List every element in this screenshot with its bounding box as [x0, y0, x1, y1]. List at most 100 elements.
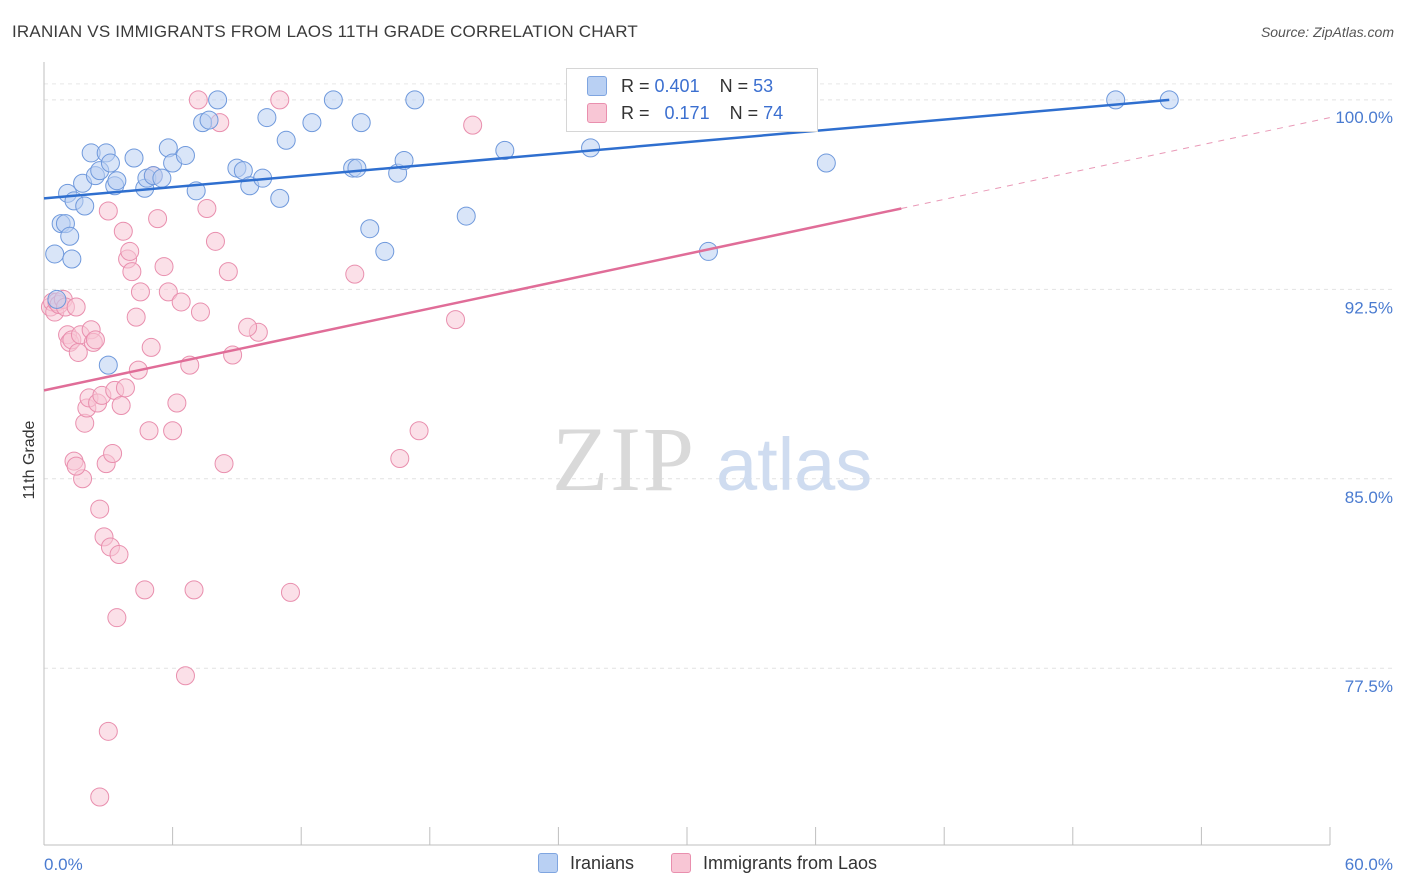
legend-n-value: 74 [763, 102, 784, 123]
data-point-iranian [456, 206, 476, 226]
data-point-iranian [581, 138, 601, 158]
data-point-laos [90, 787, 110, 807]
data-point-iranian [124, 148, 144, 168]
data-point-laos [163, 421, 183, 441]
data-point-iranian [75, 196, 95, 216]
data-point-laos [154, 257, 174, 277]
data-point-laos [345, 264, 365, 284]
data-point-laos [130, 282, 150, 302]
x-tick-label: 0.0% [44, 855, 83, 874]
data-point-laos [139, 421, 159, 441]
data-point-laos [197, 198, 217, 218]
data-point-laos [122, 262, 142, 282]
data-point-iranian [276, 130, 296, 150]
data-point-laos [98, 201, 118, 221]
data-point-laos [167, 393, 187, 413]
data-point-iranian [360, 219, 380, 239]
data-point-iranian [107, 171, 127, 191]
data-point-iranian [47, 289, 67, 309]
trend-lines [43, 98, 1331, 392]
x-tick-label: 60.0% [1345, 855, 1393, 874]
data-point-laos [120, 241, 140, 261]
y-tick-label: 85.0% [1345, 488, 1393, 507]
data-point-iranian [199, 110, 219, 130]
watermark: ZIP atlas [552, 408, 872, 510]
data-point-laos [184, 580, 204, 600]
y-tick-label: 77.5% [1345, 677, 1393, 696]
legend-r-value: 0.171 [664, 102, 710, 123]
data-point-laos [280, 582, 300, 602]
trend-line-laos [43, 207, 902, 392]
data-point-laos [85, 330, 105, 350]
data-point-iranian [816, 153, 836, 173]
data-point-laos [238, 317, 258, 337]
correlation-legend: R = 0.401 N = 53 R = 0.171 N = 74 [566, 68, 818, 132]
data-point-laos [66, 456, 86, 476]
legend-r-label: R = [621, 75, 650, 96]
watermark-atlas: atlas [716, 423, 872, 506]
data-point-iranian [60, 226, 80, 246]
data-point-laos [390, 449, 410, 469]
data-point-laos [66, 297, 86, 317]
legend-r-value: 0.401 [654, 75, 700, 96]
legend-n-value: 53 [753, 75, 774, 96]
data-point-laos [175, 666, 195, 686]
y-axis-label: 11th Grade [21, 420, 38, 499]
data-point-laos [148, 209, 168, 229]
bottom-legend-iranians: Iranians [538, 850, 634, 876]
data-point-laos [115, 378, 135, 398]
data-point-laos [107, 608, 127, 628]
data-point-laos [446, 310, 466, 330]
data-point-iranian [495, 140, 515, 160]
data-point-iranian [351, 113, 371, 133]
data-point-iranian [175, 145, 195, 165]
legend-row-laos: R = 0.171 N = 74 [587, 102, 783, 124]
legend-swatch-pink [587, 103, 607, 123]
data-point-iranian [208, 90, 228, 110]
legend-n-label: N = [729, 102, 759, 123]
data-point-iranian [45, 244, 65, 264]
data-point-iranian [347, 158, 367, 178]
bottom-legend-laos: Immigrants from Laos [671, 850, 877, 876]
data-point-iranian [405, 90, 425, 110]
legend-row-iranians: R = 0.401 N = 53 [587, 75, 773, 97]
trend-line-iranians [43, 98, 1170, 200]
bottom-legend-swatch-blue [538, 853, 558, 873]
data-point-iranian [100, 153, 120, 173]
data-point-laos [218, 262, 238, 282]
bottom-legend-label: Iranians [570, 852, 635, 873]
data-point-laos [113, 221, 133, 241]
data-point-iranian [394, 151, 414, 171]
data-point-iranian [323, 90, 343, 110]
data-point-laos [126, 307, 146, 327]
data-point-laos [409, 421, 429, 441]
data-point-iranian [62, 249, 82, 269]
chart-title: IRANIAN VS IMMIGRANTS FROM LAOS 11TH GRA… [12, 22, 638, 41]
x-tick-labels: 0.0% 60.0% [44, 855, 1393, 874]
data-point-laos [98, 721, 118, 741]
y-tick-label: 100.0% [1335, 108, 1393, 127]
data-point-laos [90, 499, 110, 519]
data-point-laos [111, 396, 131, 416]
bottom-legend-label: Immigrants from Laos [703, 852, 878, 873]
data-point-iranian [302, 113, 322, 133]
trend-line-laos-extension [901, 117, 1331, 209]
source-label: Source: ZipAtlas.com [1260, 24, 1394, 40]
data-point-iranian [270, 188, 290, 208]
data-point-iranian [375, 241, 395, 261]
data-point-iranian [98, 355, 118, 375]
y-tick-label: 92.5% [1345, 298, 1393, 317]
axes [43, 62, 1331, 846]
data-point-laos [135, 580, 155, 600]
y-tick-labels: 77.5% 85.0% 92.5% 100.0% [1335, 108, 1393, 696]
data-point-laos [188, 90, 208, 110]
data-point-laos [141, 337, 161, 357]
data-point-laos [205, 231, 225, 251]
watermark-zip: ZIP [552, 408, 696, 510]
data-point-laos [463, 115, 483, 135]
legend-swatch-blue [587, 76, 607, 96]
bottom-legend-swatch-pink [671, 853, 691, 873]
data-point-laos [190, 302, 210, 322]
data-point-laos [270, 90, 290, 110]
